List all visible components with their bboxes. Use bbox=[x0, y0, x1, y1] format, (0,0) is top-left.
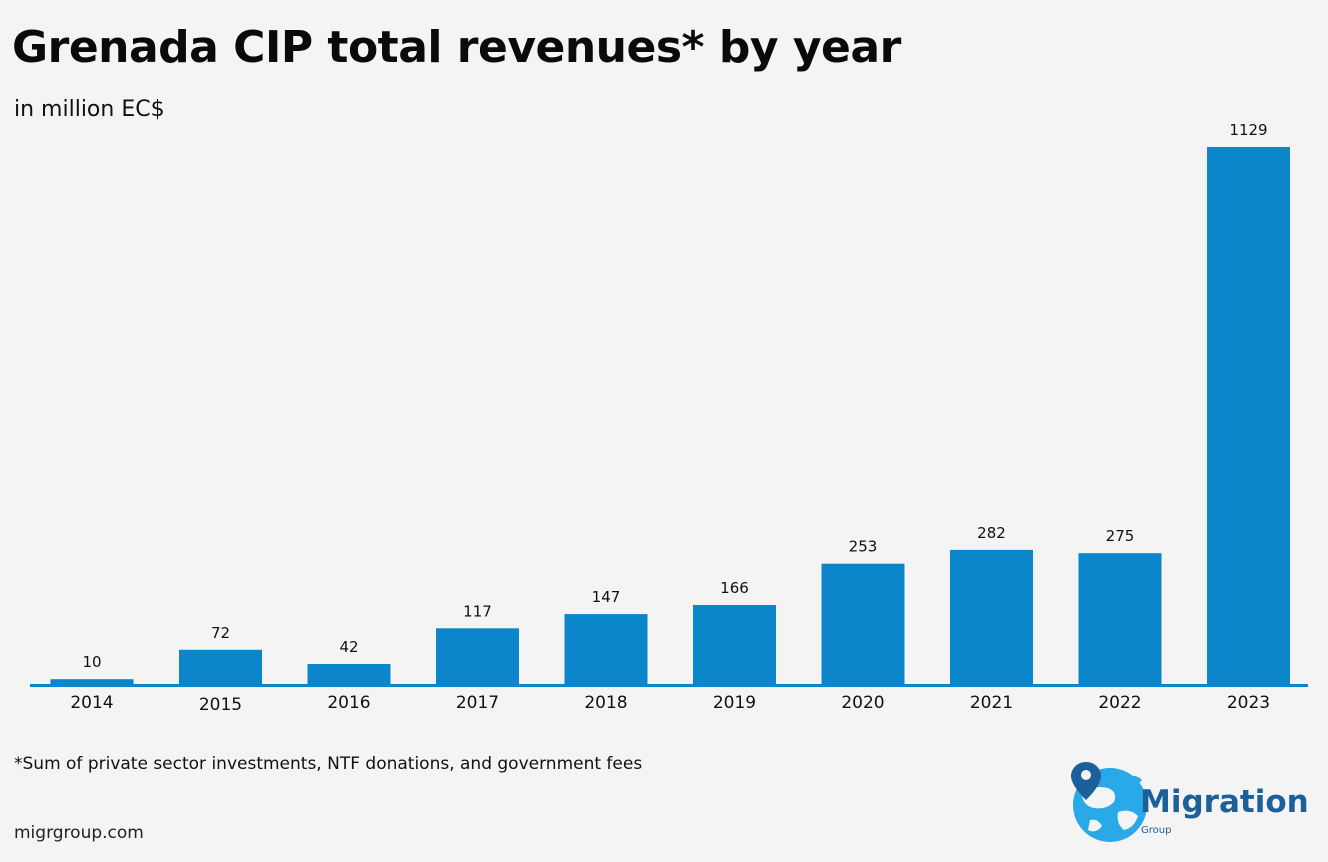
x-tick-label-2015: 2015 bbox=[199, 695, 242, 715]
data-label-2014: 10 bbox=[82, 653, 101, 671]
x-tick-label-2023: 2023 bbox=[1227, 693, 1270, 713]
footnote: *Sum of private sector investments, NTF … bbox=[14, 754, 643, 774]
globe-pin-icon bbox=[1071, 762, 1147, 842]
logo-subtitle: Group bbox=[1141, 825, 1172, 836]
logo-wordmark: Migration bbox=[1140, 784, 1309, 820]
migration-group-logo: Migration Group bbox=[1068, 758, 1318, 848]
data-label-2021: 282 bbox=[977, 524, 1006, 542]
bar-2015 bbox=[179, 649, 262, 684]
bar-2020 bbox=[821, 563, 905, 684]
bar-2017 bbox=[436, 628, 519, 684]
chart-title: Grenada CIP total revenues* by year bbox=[12, 22, 901, 73]
website-url: migrgroup.com bbox=[14, 823, 144, 843]
data-label-2016: 42 bbox=[339, 638, 358, 656]
x-tick-label-2014: 2014 bbox=[70, 693, 113, 713]
data-label-2022: 275 bbox=[1106, 527, 1135, 545]
bar-chart: 10 2014 72 2015 42 2016 117 2017 147 2018 166 2019 2… bbox=[30, 121, 1308, 715]
data-label-2023: 1129 bbox=[1229, 121, 1267, 139]
x-tick-label-2022: 2022 bbox=[1098, 693, 1141, 713]
data-label-2018: 147 bbox=[592, 588, 621, 606]
chart-subtitle: in million EC$ bbox=[14, 97, 165, 122]
bar-2021 bbox=[950, 549, 1033, 684]
x-tick-label-2020: 2020 bbox=[841, 693, 884, 713]
data-label-2019: 166 bbox=[720, 579, 749, 597]
x-tick-label-2021: 2021 bbox=[970, 693, 1013, 713]
bar-2022 bbox=[1078, 553, 1162, 684]
bar-2019 bbox=[693, 605, 776, 684]
x-tick-label-2018: 2018 bbox=[584, 693, 627, 713]
x-tick-label-2017: 2017 bbox=[456, 693, 499, 713]
bar-2016 bbox=[307, 664, 391, 684]
x-tick-label-2019: 2019 bbox=[713, 693, 756, 713]
data-label-2015: 72 bbox=[211, 624, 230, 642]
bar-2023 bbox=[1207, 147, 1290, 684]
data-label-2020: 253 bbox=[849, 538, 878, 556]
data-label-2017: 117 bbox=[463, 602, 492, 620]
bar-2018 bbox=[564, 614, 648, 684]
bar-2014 bbox=[50, 679, 134, 684]
x-tick-label-2016: 2016 bbox=[327, 693, 370, 713]
